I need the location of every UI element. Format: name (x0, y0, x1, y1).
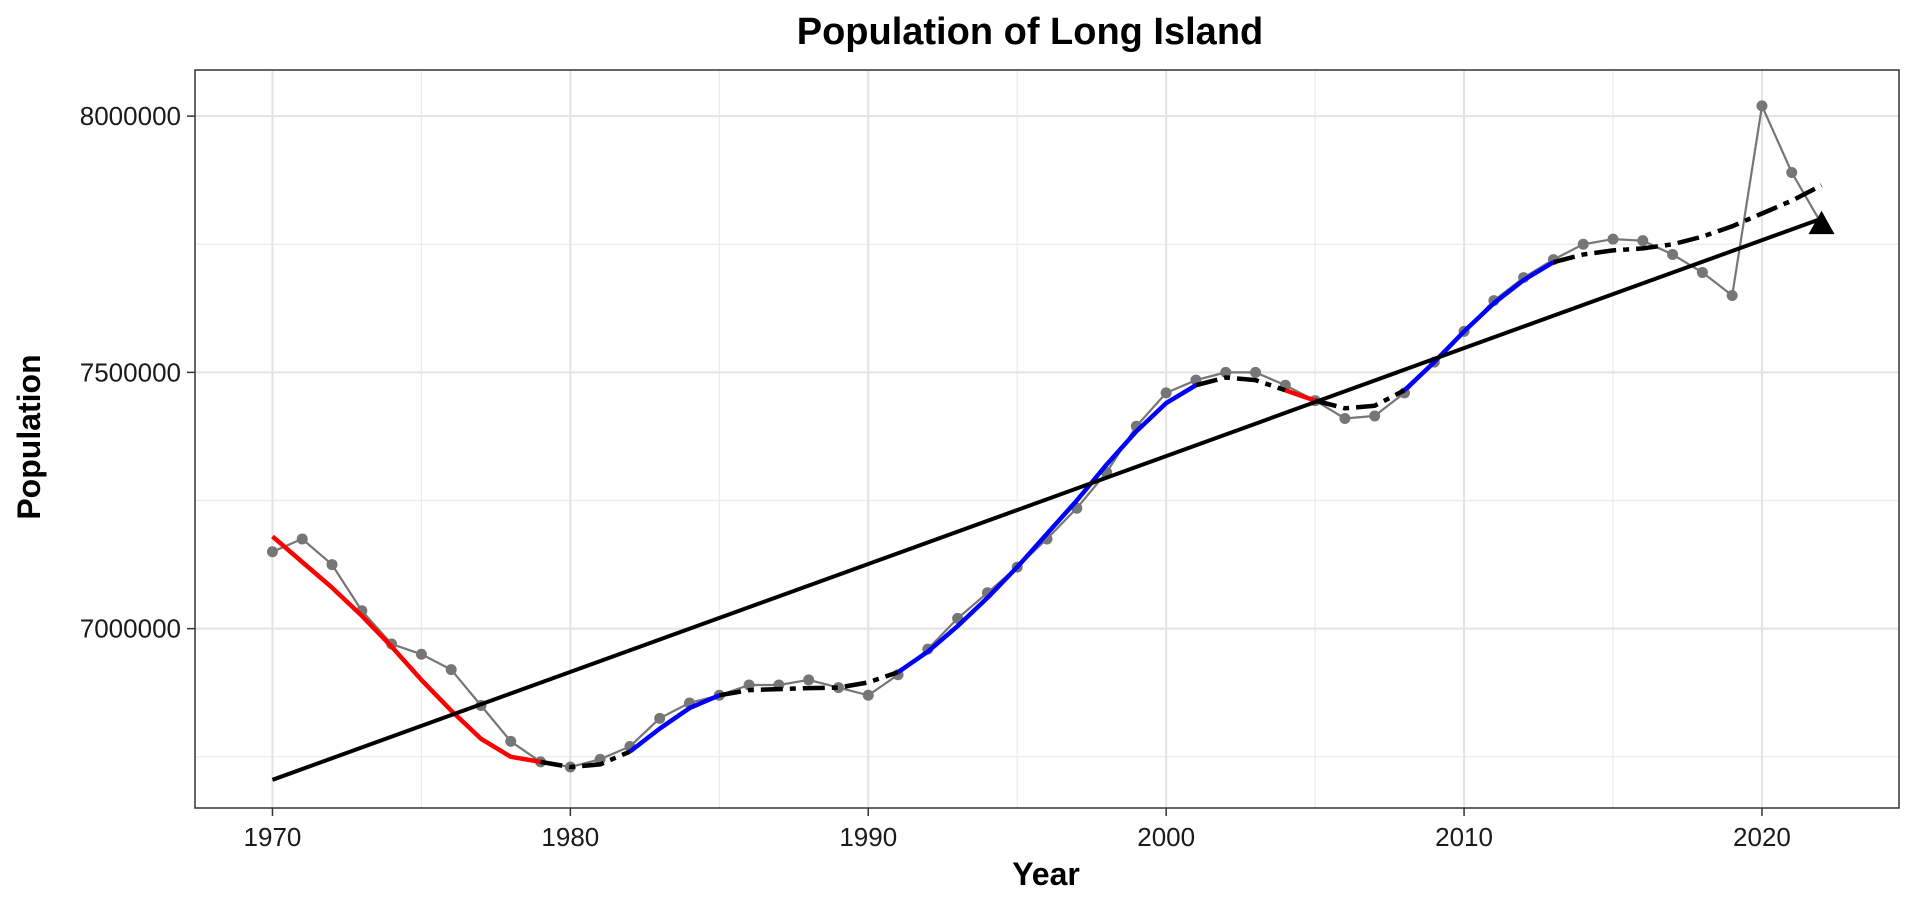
observed-population-point (743, 679, 755, 691)
x-axis-tick-label: 1980 (541, 822, 599, 852)
observed-population-point (1726, 290, 1738, 301)
plot-panel-border (194, 69, 1900, 809)
observed-population-point (1637, 235, 1649, 247)
last-value-triangle-marker (1808, 210, 1835, 235)
smoothed-growth-segment (896, 383, 1198, 675)
observed-population-point (1607, 233, 1619, 245)
x-axis-tick-label: 1990 (839, 822, 897, 852)
observed-population-point (1756, 100, 1768, 112)
y-axis-tick-label: 7000000 (80, 614, 181, 644)
observed-population-point (505, 735, 517, 747)
linear-trend-line (271, 216, 1823, 782)
observed-population-point (266, 546, 278, 558)
x-axis-tick-label: 2000 (1137, 822, 1195, 852)
smoothed-flat-segment (1552, 183, 1823, 265)
smoothed-flat-segment (540, 749, 631, 770)
observed-population-point (1667, 249, 1679, 260)
observed-population-point (654, 712, 666, 724)
observed-population-point (1786, 167, 1798, 178)
smoothed-decline-segment (271, 534, 541, 765)
observed-population-point (445, 664, 457, 676)
y-axis-tick-label: 7500000 (80, 357, 181, 387)
smoothed-flat-segment (1314, 388, 1406, 411)
observed-population-point (1696, 266, 1708, 278)
observed-population-point (832, 682, 844, 694)
x-axis-tick-label: 2020 (1733, 822, 1791, 852)
y-axis-tick-label: 8000000 (80, 101, 181, 131)
observed-population-point (1160, 387, 1172, 399)
data-layer (266, 100, 1835, 782)
y-axis-title: Population (11, 354, 47, 519)
x-axis-tick-label: 1970 (244, 822, 302, 852)
smoothed-decline-segment (1284, 388, 1316, 403)
observed-population-point (803, 674, 815, 686)
smoothed-flat-segment (718, 670, 899, 698)
smoothed-growth-segment (1402, 260, 1555, 392)
chart-title: Population of Long Island (797, 11, 1264, 53)
grid-lines (195, 70, 1899, 808)
observed-population-point (1369, 410, 1381, 422)
x-axis-tick-label: 2010 (1435, 822, 1493, 852)
observed-population-point (1339, 413, 1351, 424)
observed-population-point (415, 648, 427, 660)
observed-population-point (1577, 238, 1589, 250)
axes: 1970 1980 1990 2000 2010 2020 7000000 7500000 80… (80, 101, 1791, 852)
observed-population-point (296, 533, 308, 545)
observed-population-point (1250, 366, 1262, 378)
smoothed-growth-segment (628, 693, 721, 754)
x-axis-title: Year (1012, 856, 1080, 892)
smoothed-flat-segment (1195, 375, 1287, 393)
observed-population-point (1220, 366, 1232, 378)
observed-population-point (862, 689, 874, 701)
observed-population-point (326, 559, 338, 571)
